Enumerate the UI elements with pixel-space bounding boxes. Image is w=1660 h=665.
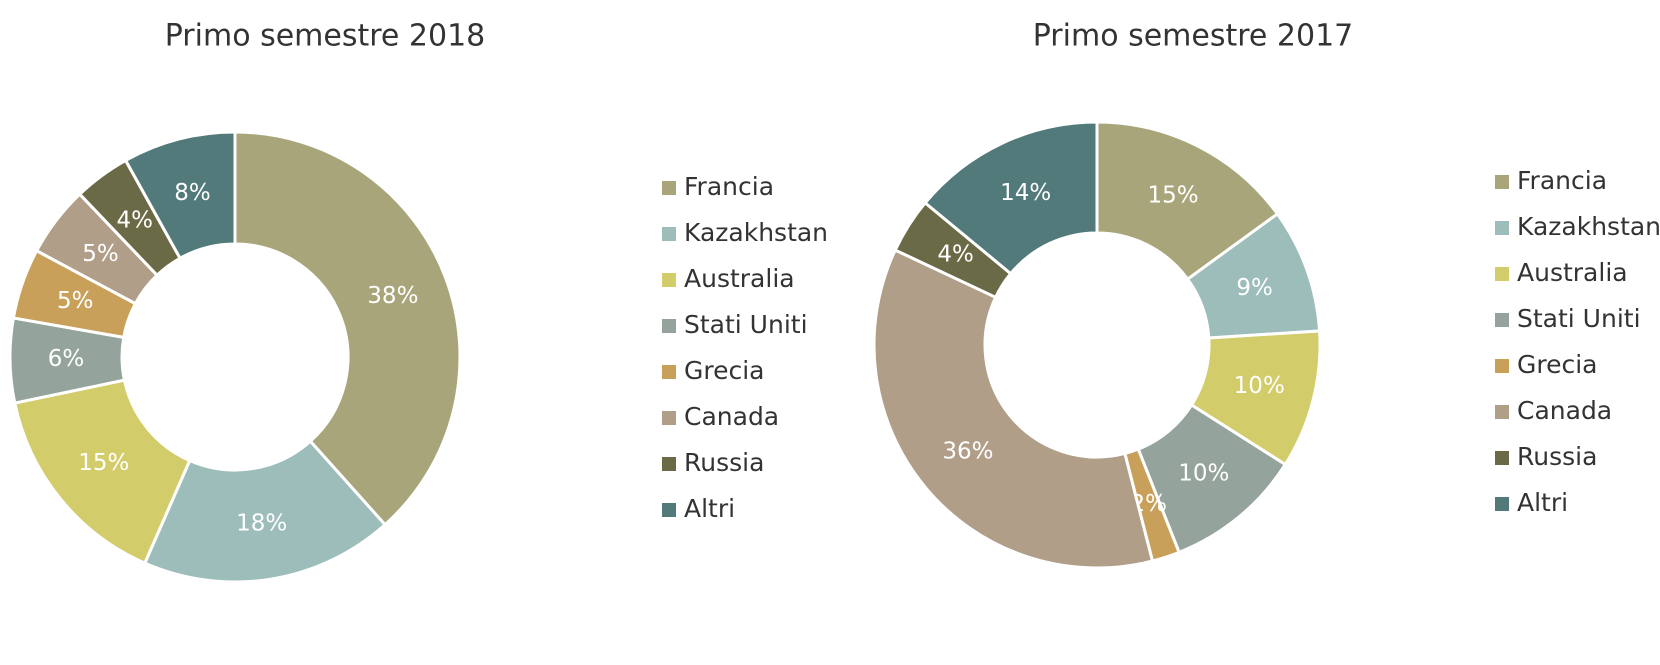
data-label: 15% (1147, 182, 1198, 208)
legend-swatch (1495, 359, 1509, 373)
legend-swatch (1495, 405, 1509, 419)
legend-label: Kazakhstan (684, 218, 828, 247)
data-label: 18% (236, 510, 287, 536)
donut-slice (142, 439, 388, 584)
data-label: 10% (1178, 461, 1229, 487)
legend-swatch (662, 181, 676, 195)
data-label: 9% (1236, 275, 1273, 301)
legend-label: Francia (1517, 166, 1607, 195)
legend-label: Altri (1517, 488, 1568, 517)
legend-swatch (1495, 267, 1509, 281)
donut-slice (123, 130, 237, 261)
legend-label: Australia (1517, 258, 1628, 287)
legend-label: Kazakhstan (1517, 212, 1660, 241)
data-label: 14% (1000, 180, 1051, 206)
donut-slice (233, 130, 462, 527)
legend-swatch (662, 457, 676, 471)
donut-slice (12, 378, 192, 566)
legend-label: Francia (684, 172, 774, 201)
legend-swatch (1495, 497, 1509, 511)
legend-swatch (662, 273, 676, 287)
legend-label: Grecia (684, 356, 765, 385)
data-label: 15% (78, 450, 129, 476)
legend-label: Canada (684, 402, 779, 431)
legend-swatch (1495, 175, 1509, 189)
donut-slice (872, 248, 1155, 570)
legend-swatch (1495, 451, 1509, 465)
legend-swatch (662, 503, 676, 517)
data-label: 4% (117, 207, 154, 233)
donut-slice (923, 120, 1099, 276)
data-label: 36% (942, 438, 993, 464)
legend-label: Australia (684, 264, 795, 293)
legend-label: Grecia (1517, 350, 1598, 379)
data-label: 5% (57, 288, 94, 314)
legend-swatch (662, 411, 676, 425)
data-label: 5% (82, 241, 119, 267)
legend-label: Russia (684, 448, 764, 477)
legend-label: Stati Uniti (684, 310, 808, 339)
legend-swatch (662, 319, 676, 333)
legend-label: Russia (1517, 442, 1597, 471)
data-label: 4% (937, 242, 974, 268)
legend-swatch (1495, 313, 1509, 327)
legend-swatch (662, 365, 676, 379)
data-label: 38% (367, 283, 418, 309)
legend-swatch (662, 227, 676, 241)
legend-label: Altri (684, 494, 735, 523)
donut-slice (1095, 120, 1280, 282)
data-label: 10% (1234, 373, 1285, 399)
data-label: 8% (174, 180, 211, 206)
legend-label: Stati Uniti (1517, 304, 1641, 333)
legend-swatch (1495, 221, 1509, 235)
chart-title: Primo semestre 2017 (1033, 19, 1354, 54)
data-label: 6% (48, 346, 85, 372)
chart-title: Primo semestre 2018 (165, 19, 486, 54)
legend-label: Canada (1517, 396, 1612, 425)
